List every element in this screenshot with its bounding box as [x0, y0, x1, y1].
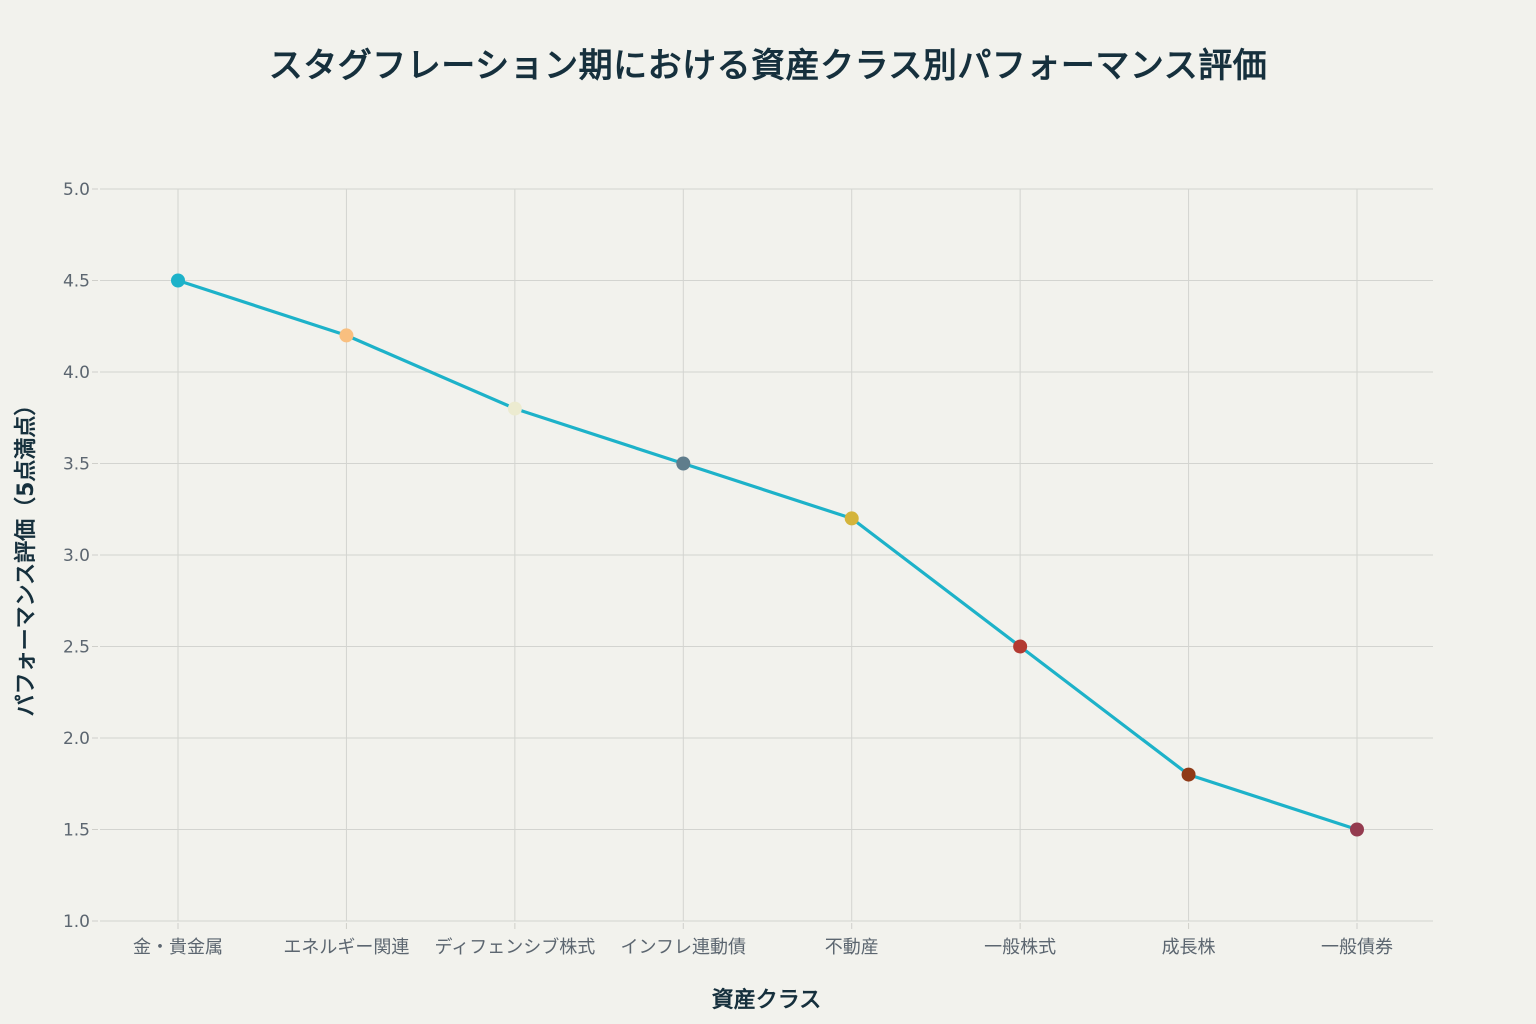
- y-tick-label: 5.0: [63, 180, 90, 200]
- x-axis-ticks: 金・貴金属 エネルギー関連 ディフェンシブ株式 インフレ連動債 不動産 一般株式 成長株 一般…: [133, 936, 1393, 958]
- x-tick-label: 成長株: [1162, 937, 1216, 958]
- y-tick-label: 4.0: [63, 363, 90, 383]
- y-tick-label: 3.0: [63, 546, 90, 566]
- y-tick-label: 4.5: [63, 272, 90, 292]
- x-axis-title: 資産クラス: [711, 988, 822, 1013]
- y-axis-title: パフォーマンス評価（5点満点）: [14, 393, 39, 717]
- data-point: [339, 328, 354, 343]
- y-axis-ticks: 1.0 1.5 2.0 2.5 3.0 3.5 4.0 4.5 5.0: [63, 180, 90, 932]
- x-tick-label: 一般株式: [984, 937, 1056, 958]
- series-line: [176, 278, 1359, 832]
- y-tick-label: 2.5: [63, 638, 90, 658]
- x-tick-label: 金・貴金属: [133, 937, 223, 958]
- data-point: [171, 273, 185, 288]
- series: [171, 273, 1364, 837]
- data-point: [1013, 639, 1028, 654]
- data-point: [1350, 822, 1364, 837]
- y-tick-label: 1.0: [63, 912, 90, 932]
- y-tick-label: 2.0: [63, 729, 90, 749]
- data-point: [844, 511, 859, 526]
- data-point: [507, 401, 522, 416]
- grid-lines: [92, 188, 1433, 929]
- y-tick-label: 3.5: [63, 455, 90, 475]
- x-tick-label: インフレ連動債: [621, 937, 746, 958]
- x-tick-label: 一般債券: [1321, 937, 1393, 958]
- chart-title: スタグフレーション期における資産クラス別パフォーマンス評価: [268, 46, 1268, 86]
- x-tick-label: ディフェンシブ株式: [434, 936, 595, 958]
- x-tick-label: 不動産: [825, 937, 879, 958]
- data-point: [676, 456, 691, 471]
- x-tick-label: エネルギー関連: [283, 937, 409, 958]
- data-point: [1181, 767, 1196, 782]
- y-tick-label: 1.5: [63, 821, 90, 841]
